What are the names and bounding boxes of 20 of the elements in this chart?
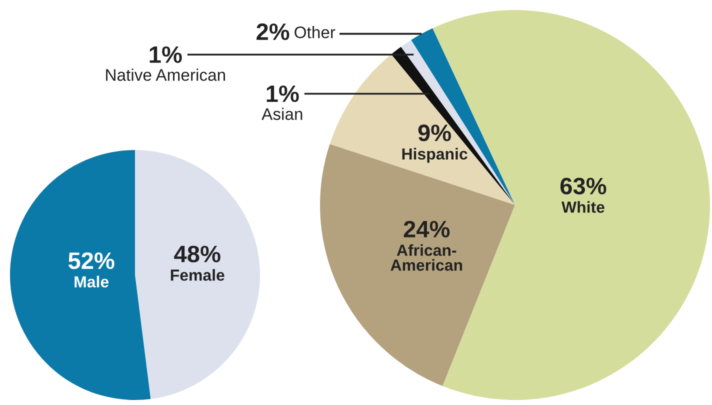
pie-slice bbox=[10, 150, 151, 400]
pie-slice bbox=[330, 54, 515, 205]
slice-label: Hispanic bbox=[402, 148, 468, 163]
data-label: 52% bbox=[68, 252, 114, 270]
data-label: 24% bbox=[404, 220, 450, 238]
slice-label: White bbox=[562, 201, 604, 213]
slice-label: Male bbox=[74, 276, 109, 288]
pie-slice bbox=[135, 150, 260, 400]
data-label: 1% bbox=[266, 85, 299, 102]
slice-label: Other bbox=[294, 26, 336, 38]
data-label: 9% bbox=[418, 124, 451, 142]
slice-label: Female bbox=[170, 269, 224, 281]
data-label: 1% bbox=[150, 46, 182, 63]
data-label: 63% bbox=[560, 178, 606, 194]
slice-label: African- American bbox=[390, 244, 462, 271]
pie-slice bbox=[320, 144, 515, 386]
slice-label: Asian bbox=[262, 108, 302, 120]
slice-label: Native American bbox=[106, 68, 225, 81]
data-label: 2% bbox=[256, 23, 290, 40]
data-label: 48% bbox=[174, 246, 220, 262]
